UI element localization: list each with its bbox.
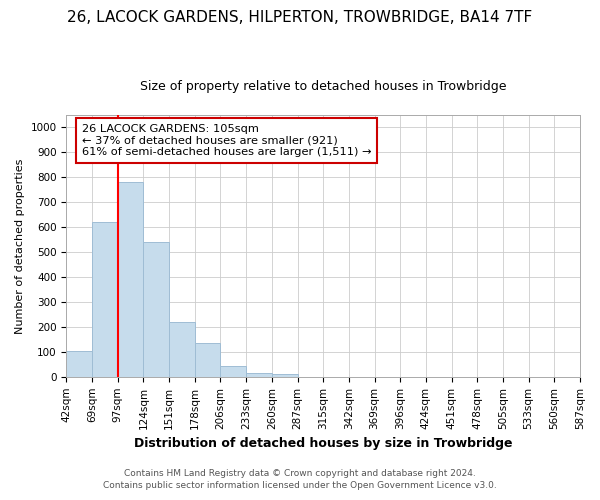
Bar — [169, 322, 195, 377]
Bar — [143, 242, 169, 377]
Text: Contains HM Land Registry data © Crown copyright and database right 2024.
Contai: Contains HM Land Registry data © Crown c… — [103, 468, 497, 490]
Text: 26 LACOCK GARDENS: 105sqm
← 37% of detached houses are smaller (921)
61% of semi: 26 LACOCK GARDENS: 105sqm ← 37% of detac… — [82, 124, 371, 158]
Bar — [67, 351, 92, 377]
Bar — [195, 343, 220, 377]
Y-axis label: Number of detached properties: Number of detached properties — [15, 158, 25, 334]
Title: Size of property relative to detached houses in Trowbridge: Size of property relative to detached ho… — [140, 80, 506, 93]
Bar — [92, 222, 118, 377]
Text: 26, LACOCK GARDENS, HILPERTON, TROWBRIDGE, BA14 7TF: 26, LACOCK GARDENS, HILPERTON, TROWBRIDG… — [67, 10, 533, 25]
Bar — [118, 182, 143, 377]
Bar — [272, 374, 298, 377]
Bar — [246, 373, 272, 377]
X-axis label: Distribution of detached houses by size in Trowbridge: Distribution of detached houses by size … — [134, 437, 512, 450]
Bar — [220, 366, 246, 377]
